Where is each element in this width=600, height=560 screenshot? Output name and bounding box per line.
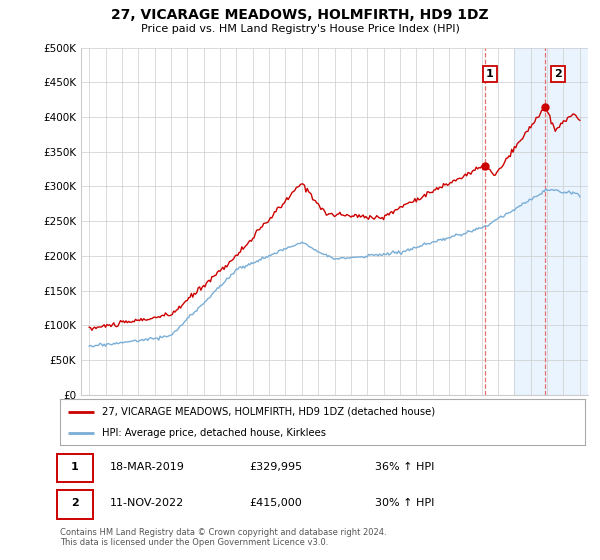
Text: 18-MAR-2019: 18-MAR-2019 <box>110 461 185 472</box>
Text: 30% ↑ HPI: 30% ↑ HPI <box>375 498 434 508</box>
Text: 1: 1 <box>71 461 79 472</box>
FancyBboxPatch shape <box>57 454 92 482</box>
Text: £329,995: £329,995 <box>249 461 302 472</box>
Text: 27, VICARAGE MEADOWS, HOLMFIRTH, HD9 1DZ (detached house): 27, VICARAGE MEADOWS, HOLMFIRTH, HD9 1DZ… <box>102 407 435 417</box>
Text: Price paid vs. HM Land Registry's House Price Index (HPI): Price paid vs. HM Land Registry's House … <box>140 24 460 34</box>
Text: 27, VICARAGE MEADOWS, HOLMFIRTH, HD9 1DZ: 27, VICARAGE MEADOWS, HOLMFIRTH, HD9 1DZ <box>111 8 489 22</box>
Text: 36% ↑ HPI: 36% ↑ HPI <box>375 461 434 472</box>
FancyBboxPatch shape <box>57 491 92 519</box>
Text: 11-NOV-2022: 11-NOV-2022 <box>110 498 184 508</box>
Text: 1: 1 <box>486 69 494 79</box>
Text: HPI: Average price, detached house, Kirklees: HPI: Average price, detached house, Kirk… <box>102 428 326 438</box>
Text: Contains HM Land Registry data © Crown copyright and database right 2024.
This d: Contains HM Land Registry data © Crown c… <box>60 528 386 547</box>
Text: £415,000: £415,000 <box>249 498 302 508</box>
Bar <box>514 48 588 395</box>
Text: 2: 2 <box>71 498 79 508</box>
Text: 2: 2 <box>554 69 562 79</box>
